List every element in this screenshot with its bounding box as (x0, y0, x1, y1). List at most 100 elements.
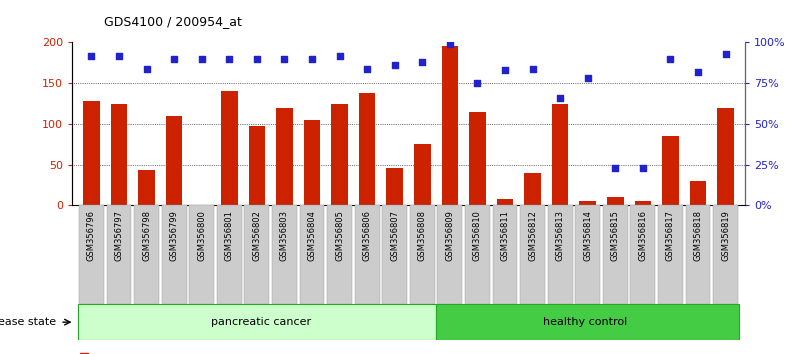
Text: GSM356808: GSM356808 (418, 210, 427, 261)
Point (195, 56, 208, 62)
Bar (552, 104, 569, 205)
Text: GSM356818: GSM356818 (694, 210, 702, 261)
Point (609, 165, 622, 171)
Bar (359, 93, 376, 205)
Bar (607, 197, 624, 205)
Text: GSM356802: GSM356802 (252, 210, 261, 261)
Bar (83, 101, 99, 205)
Bar (436, 304, 739, 340)
Point (113, 53, 126, 58)
FancyBboxPatch shape (465, 205, 490, 304)
Bar (497, 199, 513, 205)
Point (360, 66, 373, 72)
Point (388, 62, 401, 68)
FancyBboxPatch shape (79, 205, 104, 304)
Text: GSM356805: GSM356805 (335, 210, 344, 261)
Point (498, 67, 511, 73)
Bar (221, 91, 238, 205)
Point (691, 69, 704, 75)
Bar (139, 170, 155, 205)
Text: GSM356811: GSM356811 (501, 210, 509, 261)
Bar (662, 136, 678, 205)
Point (140, 66, 153, 72)
FancyBboxPatch shape (603, 205, 628, 304)
Text: GSM356816: GSM356816 (638, 210, 647, 261)
Text: GSM356807: GSM356807 (390, 210, 399, 261)
FancyBboxPatch shape (630, 205, 655, 304)
FancyBboxPatch shape (382, 205, 407, 304)
Text: disease state: disease state (0, 317, 56, 327)
Point (333, 53, 346, 58)
FancyBboxPatch shape (272, 205, 297, 304)
FancyBboxPatch shape (162, 205, 187, 304)
Bar (80, 353, 88, 354)
Text: GSM356796: GSM356796 (87, 210, 96, 261)
FancyBboxPatch shape (713, 205, 738, 304)
Text: healthy control: healthy control (543, 317, 627, 327)
Text: GSM356814: GSM356814 (583, 210, 592, 261)
FancyBboxPatch shape (575, 205, 600, 304)
Text: GSM356812: GSM356812 (528, 210, 537, 261)
FancyBboxPatch shape (520, 205, 545, 304)
FancyBboxPatch shape (189, 205, 214, 304)
Bar (386, 168, 403, 205)
Bar (469, 112, 485, 205)
Point (444, 41, 457, 47)
Text: pancreatic cancer: pancreatic cancer (211, 317, 311, 327)
Text: GSM356797: GSM356797 (115, 210, 123, 261)
FancyBboxPatch shape (548, 205, 573, 304)
Bar (718, 108, 734, 205)
Bar (304, 120, 320, 205)
Point (553, 95, 566, 101)
Bar (78, 304, 436, 340)
Bar (414, 144, 431, 205)
FancyBboxPatch shape (300, 205, 324, 304)
FancyBboxPatch shape (437, 205, 462, 304)
Point (167, 56, 180, 62)
Text: GSM356798: GSM356798 (142, 210, 151, 261)
Bar (525, 173, 541, 205)
Text: GSM356804: GSM356804 (308, 210, 316, 261)
FancyBboxPatch shape (107, 205, 131, 304)
Bar (690, 181, 706, 205)
Text: GSM356815: GSM356815 (611, 210, 620, 261)
Point (471, 80, 484, 86)
Text: GSM356806: GSM356806 (363, 210, 372, 261)
Point (85, 53, 98, 58)
Point (251, 56, 264, 62)
FancyBboxPatch shape (355, 205, 380, 304)
Bar (111, 104, 127, 205)
Bar (441, 46, 458, 205)
FancyBboxPatch shape (410, 205, 435, 304)
Bar (276, 108, 292, 205)
Bar (166, 116, 183, 205)
Bar (634, 201, 651, 205)
Point (306, 56, 319, 62)
Text: GSM356817: GSM356817 (666, 210, 675, 261)
Bar (579, 201, 596, 205)
Bar (332, 104, 348, 205)
Point (719, 51, 732, 57)
FancyBboxPatch shape (658, 205, 683, 304)
Point (637, 165, 650, 171)
FancyBboxPatch shape (686, 205, 710, 304)
Text: GSM356801: GSM356801 (225, 210, 234, 261)
Point (416, 59, 429, 65)
FancyBboxPatch shape (327, 205, 352, 304)
Text: GDS4100 / 200954_at: GDS4100 / 200954_at (104, 15, 242, 28)
FancyBboxPatch shape (244, 205, 269, 304)
Point (526, 66, 539, 72)
Point (664, 56, 677, 62)
Bar (248, 126, 265, 205)
Point (278, 56, 291, 62)
Text: GSM356810: GSM356810 (473, 210, 482, 261)
FancyBboxPatch shape (217, 205, 242, 304)
FancyBboxPatch shape (493, 205, 517, 304)
Text: GSM356799: GSM356799 (170, 210, 179, 261)
Text: GSM356813: GSM356813 (556, 210, 565, 261)
Point (582, 75, 594, 81)
Point (223, 56, 235, 62)
Text: GSM356800: GSM356800 (197, 210, 206, 261)
Text: GSM356809: GSM356809 (445, 210, 454, 261)
Text: GSM356803: GSM356803 (280, 210, 289, 261)
